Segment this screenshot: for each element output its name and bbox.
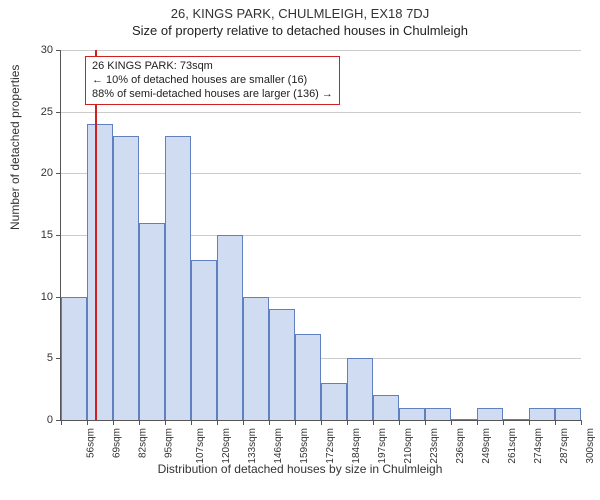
xtick-label: 146sqm — [273, 428, 284, 464]
xtick-mark — [477, 420, 478, 425]
xtick-label: 261sqm — [507, 428, 518, 464]
xtick-label: 82sqm — [138, 428, 149, 458]
xtick-label: 56sqm — [86, 428, 97, 458]
address-title: 26, KINGS PARK, CHULMLEIGH, EX18 7DJ — [0, 6, 600, 21]
xtick-mark — [555, 420, 556, 425]
histogram-bars — [61, 50, 581, 420]
xtick-mark — [451, 420, 452, 425]
info-line-2: ← 10% of detached houses are smaller (16… — [92, 74, 333, 88]
ytick-mark — [56, 420, 61, 421]
ytick-mark — [56, 173, 61, 174]
histogram-bar — [217, 235, 243, 420]
xtick-mark — [243, 420, 244, 425]
histogram-bar — [425, 408, 451, 420]
ytick-label: 25 — [23, 106, 53, 118]
histogram-bar — [555, 408, 581, 420]
ytick-label: 0 — [23, 414, 53, 426]
xtick-mark — [581, 420, 582, 425]
ytick-label: 30 — [23, 44, 53, 56]
histogram-bar — [529, 408, 555, 420]
xtick-label: 133sqm — [247, 428, 258, 464]
xtick-mark — [321, 420, 322, 425]
histogram-bar — [321, 383, 347, 420]
ytick-mark — [56, 297, 61, 298]
xtick-mark — [347, 420, 348, 425]
ytick-mark — [56, 50, 61, 51]
histogram-bar — [269, 309, 295, 420]
xtick-label: 274sqm — [533, 428, 544, 464]
histogram-bar — [373, 395, 399, 420]
ytick-label: 10 — [23, 291, 53, 303]
histogram-bar — [191, 260, 217, 420]
ytick-label: 5 — [23, 352, 53, 364]
ytick-mark — [56, 112, 61, 113]
xtick-label: 236sqm — [455, 428, 466, 464]
xtick-mark — [529, 420, 530, 425]
histogram-bar — [61, 297, 87, 420]
xtick-label: 107sqm — [195, 428, 206, 464]
xtick-label: 120sqm — [221, 428, 232, 464]
histogram-bar — [87, 124, 113, 420]
xtick-label: 287sqm — [559, 428, 570, 464]
histogram-bar — [477, 408, 503, 420]
xtick-label: 172sqm — [325, 428, 336, 464]
x-axis-label: Distribution of detached houses by size … — [0, 462, 600, 476]
xtick-mark — [87, 420, 88, 425]
ytick-mark — [56, 235, 61, 236]
xtick-label: 210sqm — [403, 428, 414, 464]
info-line-3: 88% of semi-detached houses are larger (… — [92, 88, 333, 102]
chart-subtitle: Size of property relative to detached ho… — [0, 23, 600, 38]
property-marker-line — [95, 50, 97, 420]
xtick-mark — [399, 420, 400, 425]
xtick-label: 184sqm — [351, 428, 362, 464]
xtick-mark — [425, 420, 426, 425]
xtick-mark — [139, 420, 140, 425]
xtick-label: 223sqm — [429, 428, 440, 464]
xtick-label: 69sqm — [112, 428, 123, 458]
histogram-bar — [399, 408, 425, 420]
histogram-bar — [139, 223, 165, 420]
info-box: 26 KINGS PARK: 73sqm ← 10% of detached h… — [85, 56, 340, 105]
xtick-mark — [165, 420, 166, 425]
xtick-mark — [61, 420, 62, 425]
ytick-mark — [56, 358, 61, 359]
xtick-mark — [269, 420, 270, 425]
xtick-label: 300sqm — [585, 428, 596, 464]
plot-region: 56sqm69sqm82sqm95sqm107sqm120sqm133sqm14… — [60, 50, 581, 421]
ytick-label: 20 — [23, 167, 53, 179]
xtick-mark — [295, 420, 296, 425]
histogram-bar — [503, 419, 529, 420]
xtick-mark — [373, 420, 374, 425]
xtick-label: 197sqm — [377, 428, 388, 464]
xtick-label: 159sqm — [299, 428, 310, 464]
info-line-1: 26 KINGS PARK: 73sqm — [92, 60, 333, 74]
y-axis-label: Number of detached properties — [8, 65, 22, 230]
histogram-bar — [295, 334, 321, 420]
histogram-bar — [347, 358, 373, 420]
xtick-label: 249sqm — [481, 428, 492, 464]
histogram-bar — [113, 136, 139, 420]
chart-area: 56sqm69sqm82sqm95sqm107sqm120sqm133sqm14… — [60, 50, 580, 420]
xtick-mark — [217, 420, 218, 425]
xtick-mark — [191, 420, 192, 425]
xtick-mark — [503, 420, 504, 425]
histogram-bar — [165, 136, 191, 420]
ytick-label: 15 — [23, 229, 53, 241]
xtick-mark — [113, 420, 114, 425]
histogram-bar — [243, 297, 269, 420]
xtick-label: 95sqm — [164, 428, 175, 458]
histogram-bar — [451, 419, 477, 420]
